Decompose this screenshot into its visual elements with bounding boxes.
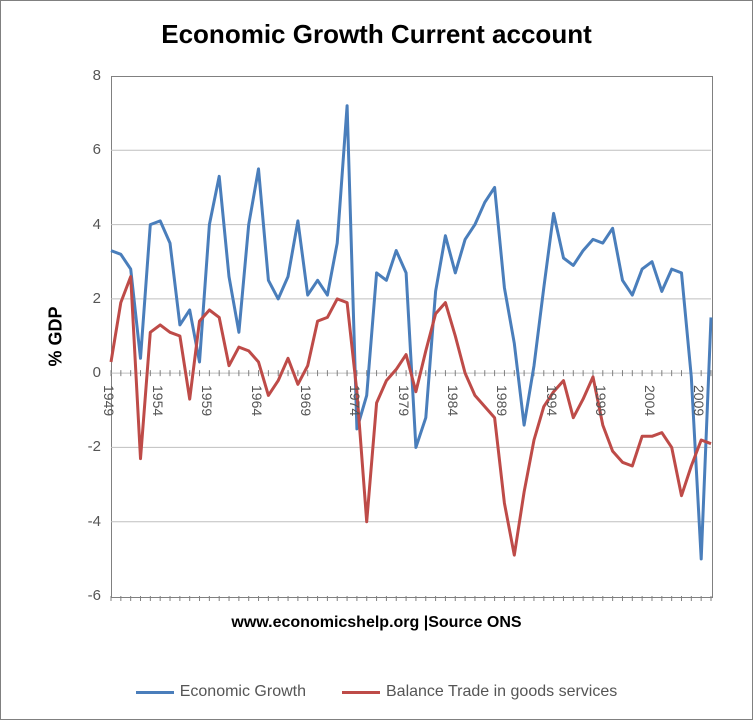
x-tick-label: 1959 xyxy=(199,385,215,416)
x-tick-label: 1954 xyxy=(150,385,166,416)
x-axis-label: www.economicshelp.org |Source ONS xyxy=(1,614,752,632)
x-tick-label: 1969 xyxy=(298,385,314,416)
y-tick-label: 8 xyxy=(71,67,101,84)
x-tick-label: 2004 xyxy=(642,385,658,416)
legend: Economic Growth Balance Trade in goods se… xyxy=(1,681,752,702)
legend-label: Balance Trade in goods services xyxy=(386,683,617,701)
legend-label: Economic Growth xyxy=(180,683,306,701)
y-tick-label: 4 xyxy=(71,216,101,233)
y-tick-label: 6 xyxy=(71,141,101,158)
x-tick-label: 1974 xyxy=(347,385,363,416)
y-tick-label: 2 xyxy=(71,290,101,307)
chart-container: Economic Growth Current account % GDP ww… xyxy=(0,0,753,720)
legend-item: Economic Growth xyxy=(136,683,306,701)
legend-swatch xyxy=(342,691,380,694)
x-tick-label: 1999 xyxy=(593,385,609,416)
x-tick-label: 1989 xyxy=(494,385,510,416)
y-tick-label: 0 xyxy=(71,364,101,381)
x-tick-label: 1979 xyxy=(396,385,412,416)
x-tick-label: 1949 xyxy=(101,385,117,416)
y-tick-label: -6 xyxy=(71,587,101,604)
plot-svg xyxy=(1,1,753,721)
y-tick-label: -2 xyxy=(71,438,101,455)
legend-item: Balance Trade in goods services xyxy=(342,683,617,701)
series-line xyxy=(111,106,711,559)
x-tick-label: 1994 xyxy=(544,385,560,416)
legend-swatch xyxy=(136,691,174,694)
x-tick-label: 2009 xyxy=(691,385,707,416)
y-tick-label: -4 xyxy=(71,513,101,530)
x-tick-label: 1984 xyxy=(445,385,461,416)
x-tick-label: 1964 xyxy=(249,385,265,416)
